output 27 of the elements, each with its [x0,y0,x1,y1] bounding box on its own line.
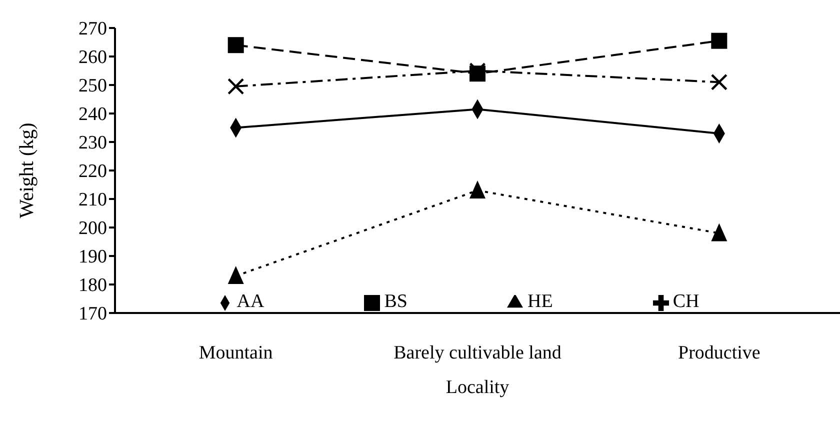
y-tick-label: 180 [78,275,107,296]
x-tick-label: Mountain [198,342,274,364]
point [228,266,244,284]
y-axis-title: Weight (kg) [16,122,38,218]
y-tick-label: 220 [78,161,107,182]
y-tick-label: 240 [78,104,107,126]
point [228,78,244,94]
point [228,37,244,54]
y-tick-label: 250 [78,76,107,97]
point [711,223,728,242]
point [711,32,728,49]
x-tick-label: Barely cultivable land [394,342,562,364]
legend-label: AA [236,291,264,312]
legend-label: CH [672,291,700,312]
y-tick-label: 230 [78,132,107,154]
x-axis-title: Locality [446,377,510,398]
y-tick-label: 260 [78,47,107,68]
y-tick-label: 210 [78,190,107,211]
legend-label: BS [384,291,408,312]
y-tick-label: 170 [78,304,107,325]
legend-label: HE [527,291,553,312]
point [711,74,728,90]
x-tick-label: Productive [678,342,760,364]
y-tick-label: 200 [78,218,107,240]
y-tick-label: 270 [78,18,107,40]
y-tick-label: 190 [78,246,107,268]
point [470,180,486,198]
